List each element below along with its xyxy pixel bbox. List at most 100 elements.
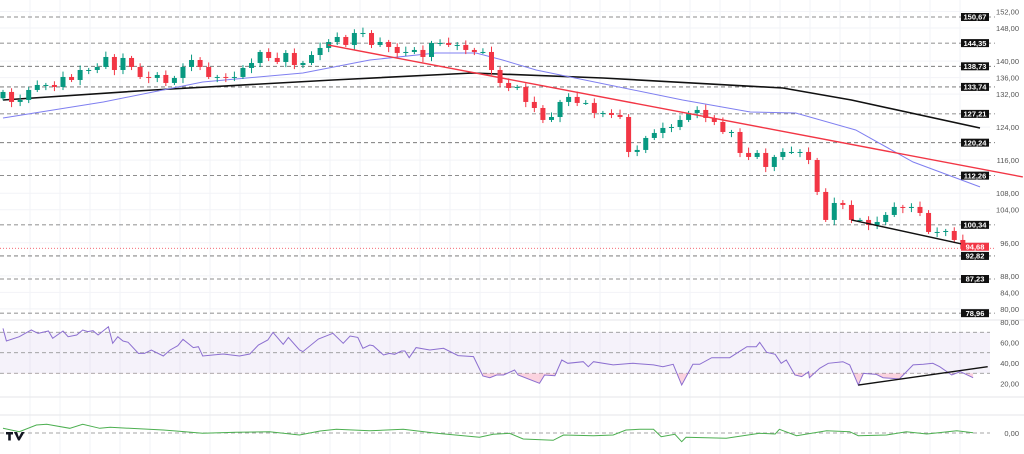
candle-bearish [146, 76, 152, 78]
candle-bullish [411, 49, 417, 52]
price-tick-label: 96,00 [1000, 239, 1019, 248]
oscillator-tick-label: 0,00 [1004, 429, 1019, 438]
candle-bearish [420, 49, 426, 57]
candle-bullish [34, 84, 40, 90]
moving-averages [2, 52, 981, 188]
logo-mark-icon [6, 432, 25, 441]
candle-bullish [771, 156, 777, 167]
candle-bearish [9, 91, 15, 102]
candle-bearish [814, 159, 820, 192]
candle-bullish [309, 54, 315, 63]
rsi-tick-label: 80,00 [1000, 318, 1019, 327]
candle-bearish [703, 109, 709, 118]
candle-bullish [694, 109, 700, 113]
candle-bullish [317, 47, 323, 55]
candle-bullish [403, 51, 409, 53]
candle-bullish [429, 42, 434, 57]
candle-bullish [583, 102, 589, 104]
level-label: 112,26 [964, 171, 987, 180]
candle-bullish [86, 69, 92, 71]
candle-bearish [51, 84, 57, 87]
level-label: 150,67 [964, 13, 987, 22]
candle-bearish [386, 41, 392, 47]
candle-bearish [523, 86, 529, 102]
candle-bearish [617, 114, 623, 117]
level-label: 100,34 [964, 221, 988, 230]
candle-bearish [163, 74, 169, 83]
level-label-box [961, 62, 989, 71]
candle-bullish [214, 76, 220, 78]
level-label: 92,82 [966, 252, 985, 261]
candle-bullish [891, 206, 897, 215]
candle-bullish [154, 74, 160, 78]
candle-bearish [951, 230, 957, 240]
rsi-tick-label: 40,00 [1000, 359, 1019, 368]
candle-bullish [874, 221, 880, 225]
price-axis[interactable]: 152,00 148,00 140,00 136,00 132,00 124,00 116,… [961, 8, 1019, 438]
candle-bearish [69, 76, 75, 80]
candle-bullish [77, 69, 83, 80]
support-resistance-levels [0, 16, 995, 314]
candle-bearish [506, 82, 512, 88]
candle-bullish [257, 51, 263, 63]
candle-bullish [660, 127, 666, 133]
candle-bullish [831, 202, 837, 220]
support-trendline [851, 219, 981, 249]
candle-bearish [394, 46, 400, 53]
candle-bearish [823, 191, 829, 220]
candle-bullish [908, 206, 914, 208]
tradingview-logo[interactable] [6, 432, 25, 441]
candle-bullish [43, 84, 49, 86]
price-tick-label: 84,00 [1000, 288, 1019, 297]
rsi-tick-label: 60,00 [1000, 339, 1019, 348]
candle-bullish [668, 126, 674, 128]
candle-bearish [531, 101, 537, 108]
candle-bullish [514, 86, 520, 88]
level-label-box [961, 138, 989, 147]
candle-bearish [608, 112, 614, 115]
candle-bullish [548, 116, 554, 120]
candle-bearish [763, 152, 769, 167]
candle-bullish [26, 89, 32, 100]
level-label: 127,21 [964, 110, 987, 119]
level-label-box [961, 109, 989, 118]
candle-bearish [197, 59, 203, 67]
candle-bullish [437, 42, 443, 44]
candle-bearish [369, 32, 375, 45]
candle-bullish [883, 214, 889, 222]
candle-bullish [60, 76, 66, 87]
candle-bearish [711, 117, 717, 122]
level-label: 120,24 [964, 138, 988, 147]
candle-bullish [943, 230, 949, 232]
candle-bullish [934, 231, 940, 233]
candle-bullish [189, 59, 195, 67]
candle-bearish [488, 51, 494, 70]
candle-bullish [17, 99, 23, 102]
candle-bullish [480, 51, 486, 53]
candle-bearish [540, 107, 546, 120]
price-tick-label: 152,00 [996, 8, 1019, 17]
level-label: 133,74 [964, 83, 988, 92]
candle-bullish [728, 131, 734, 133]
candle-bearish [626, 116, 632, 152]
price-tick-label: 104,00 [996, 206, 1019, 215]
candle-bearish [591, 102, 597, 113]
rsi-oversold-fill [3, 373, 974, 385]
level-label: 87,23 [966, 275, 985, 284]
candle-bearish [497, 69, 503, 83]
price-tick-label: 108,00 [996, 189, 1019, 198]
candle-bearish [746, 152, 752, 157]
oscillator-line [2, 423, 974, 443]
price-tick-label: 80,00 [1000, 305, 1019, 314]
level-label-box [961, 82, 989, 91]
candle-bearish [446, 42, 452, 45]
candle-bearish [471, 49, 477, 52]
rsi-pane [0, 325, 990, 387]
candle-bullish [454, 44, 460, 46]
candle-bullish [566, 96, 572, 102]
candle-bullish [231, 76, 237, 78]
candle-bearish [111, 56, 117, 70]
resistance-trendline [327, 44, 1023, 178]
